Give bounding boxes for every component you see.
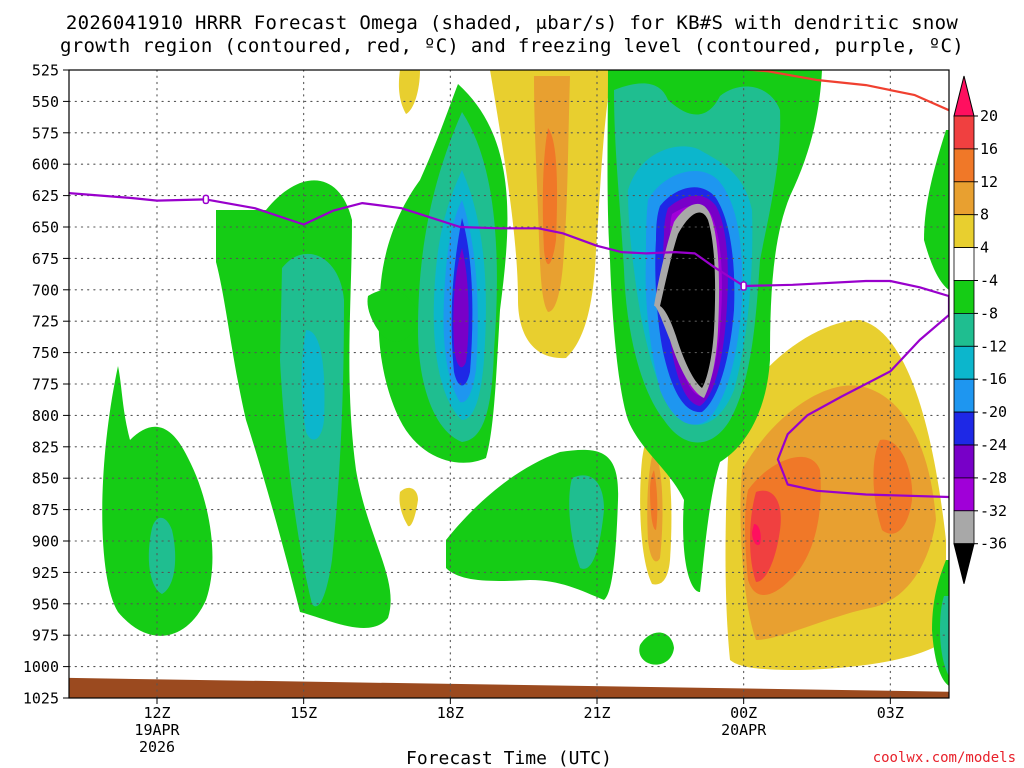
omega-region-teal-lobe-right-low xyxy=(940,596,949,676)
colorbar-segment xyxy=(953,214,975,248)
y-tick-label: 975 xyxy=(32,627,59,645)
y-axis: 525 550 575 600 625 650 675 700 725 750 775 800 825 8… xyxy=(23,62,69,708)
omega-region-red-core-00z xyxy=(750,490,781,582)
contour-lines xyxy=(69,70,949,499)
y-tick-label: 775 xyxy=(32,376,59,394)
colorbar-label: 8 xyxy=(980,206,989,224)
omega-region-magenta-core-00z xyxy=(752,524,761,546)
credit-text: coolwx.com/models xyxy=(873,750,1016,766)
y-tick-label: 675 xyxy=(32,250,59,268)
omega-shading xyxy=(69,70,949,698)
x-tick-date: 20APR xyxy=(721,721,767,739)
freezing-level-label-marker xyxy=(740,281,747,291)
omega-region-dorange-lobe-03z xyxy=(873,439,913,534)
omega-region-green-lobe-far-left xyxy=(102,366,213,636)
x-tick-date: 19APR xyxy=(134,721,180,739)
chart-title-line2: growth region (contoured, red, ºC) and f… xyxy=(60,35,964,57)
colorbar-label: -36 xyxy=(980,535,1007,553)
y-tick-label: 850 xyxy=(32,470,59,488)
omega-region-green-blob-22z-low xyxy=(639,632,674,665)
colorbar-segment xyxy=(953,312,975,347)
y-tick-label: 575 xyxy=(32,124,59,142)
colorbar-label: -4 xyxy=(980,272,998,290)
x-axis-label: Forecast Time (UTC) xyxy=(406,748,612,768)
y-tick-label: 725 xyxy=(32,313,59,331)
y-tick-label: 750 xyxy=(32,344,59,362)
y-tick-label: 900 xyxy=(32,533,59,551)
colorbar-label: 12 xyxy=(980,173,998,191)
y-tick-label: 550 xyxy=(32,93,59,111)
colorbar-segment xyxy=(953,115,975,150)
y-tick-label: 800 xyxy=(32,407,59,425)
colorbar-label: -32 xyxy=(980,502,1007,520)
y-tick-label: 1000 xyxy=(23,658,59,676)
y-tick-label: 1025 xyxy=(23,690,59,708)
colorbar-segment xyxy=(953,345,975,380)
colorbar-arrow-top xyxy=(953,75,975,117)
x-tick-label: 12Z xyxy=(143,704,170,722)
y-tick-label: 825 xyxy=(32,438,59,456)
freezing-level-line xyxy=(69,192,949,499)
y-tick-label: 875 xyxy=(32,501,59,519)
y-tick-label: 600 xyxy=(32,156,59,174)
omega-region-green-lobe-18z-arm xyxy=(367,289,420,342)
colorbar-label: -8 xyxy=(980,304,998,322)
chart-title-line1: 2026041910 HRRR Forecast Omega (shaded, … xyxy=(66,12,958,34)
colorbar-segment xyxy=(953,181,975,216)
colorbar-segment xyxy=(953,148,975,183)
x-tick-label: 00Z xyxy=(730,704,757,722)
omega-region-black-core-22z xyxy=(660,212,716,388)
colorbar-label: -28 xyxy=(980,469,1007,487)
colorbar-segment xyxy=(953,510,975,545)
colorbar-segment xyxy=(953,411,975,446)
x-tick-label: 15Z xyxy=(290,704,317,722)
y-tick-label: 525 xyxy=(32,62,59,80)
omega-region-yellow-blob-17z xyxy=(399,487,418,527)
x-tick-label: 18Z xyxy=(437,704,464,722)
x-tick-label: 03Z xyxy=(877,704,904,722)
colorbar-label: -16 xyxy=(980,370,1007,388)
omega-region-cyan-spot-far-left xyxy=(148,517,176,594)
colorbar-label: 16 xyxy=(980,140,998,158)
x-tick-year: 2026 xyxy=(139,738,175,756)
y-tick-label: 625 xyxy=(32,187,59,205)
colorbar-segment xyxy=(953,477,975,512)
omega-region-green-lobe-right-top xyxy=(924,130,949,290)
omega-region-dorange-lobe-22z xyxy=(650,470,658,530)
colorbar-segment xyxy=(953,247,975,281)
colorbar-segment xyxy=(953,444,975,479)
colorbar-label: -24 xyxy=(980,436,1007,454)
colorbar-segment xyxy=(953,280,975,314)
omega-region-purple-core-18z xyxy=(453,248,469,368)
colorbar-label: -12 xyxy=(980,337,1007,355)
colorbar-arrow-bottom xyxy=(953,543,975,584)
colorbar: 20 16 12 8 4 -4 -8 -12 -16 -20 -24 -28 -32 -36 xyxy=(953,75,1007,584)
colorbar-label: 20 xyxy=(980,107,998,125)
omega-region-yellow-blob-16z-top xyxy=(398,70,420,114)
colorbar-segment xyxy=(953,378,975,413)
omega-region-cyan-lobe-15z xyxy=(301,330,325,440)
y-tick-label: 925 xyxy=(32,564,59,582)
y-tick-label: 950 xyxy=(32,595,59,613)
colorbar-label: 4 xyxy=(980,239,989,257)
omega-region-teal-lobe-20z-low xyxy=(569,475,604,569)
grid-lines xyxy=(69,70,949,698)
freezing-level-label-marker xyxy=(202,194,210,205)
ground-terrain xyxy=(69,677,949,698)
y-tick-label: 700 xyxy=(32,281,59,299)
x-tick-label: 21Z xyxy=(583,704,610,722)
y-tick-label: 650 xyxy=(32,219,59,237)
dgz-contour-line xyxy=(740,70,949,112)
colorbar-label: -20 xyxy=(980,403,1007,421)
